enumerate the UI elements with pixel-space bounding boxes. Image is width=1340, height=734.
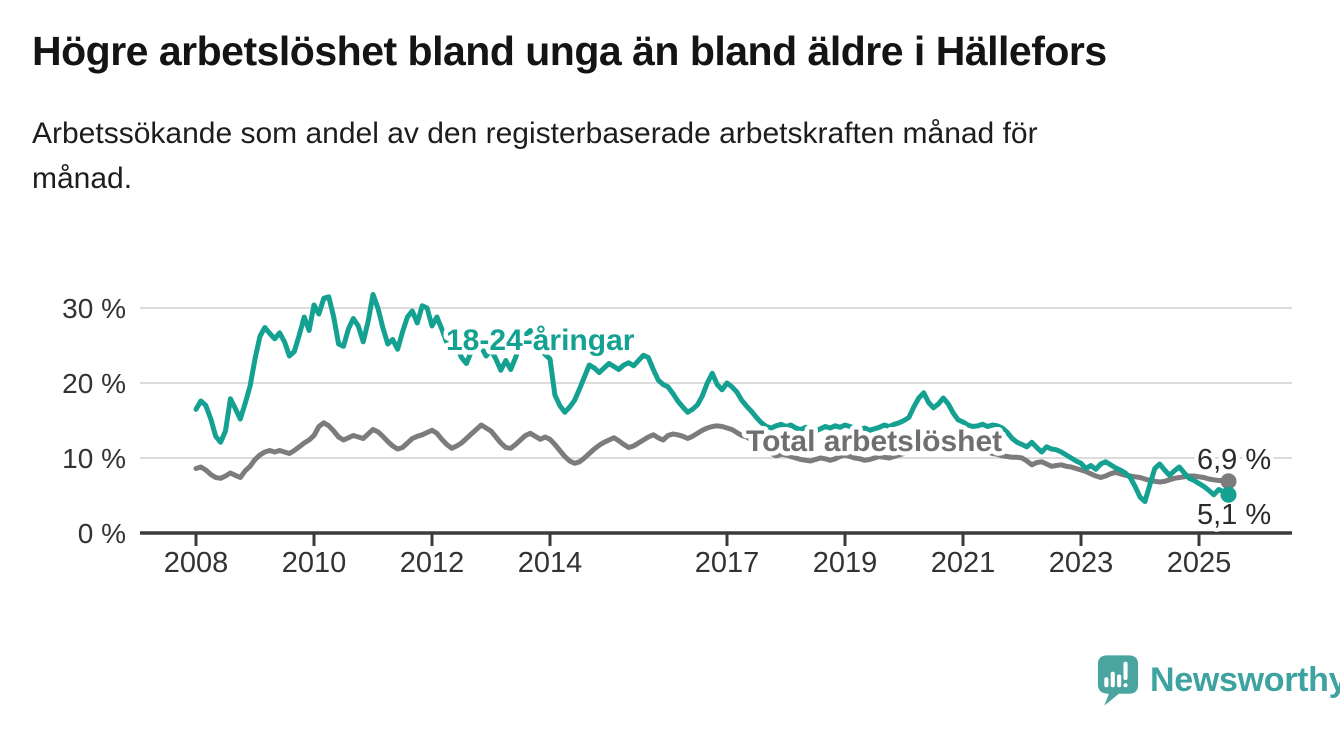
y-tick-label-0: 0 % (78, 518, 126, 549)
chart-header: Högre arbetslöshet bland unga än bland ä… (32, 28, 1322, 201)
series-label-total: Total arbetslöshet (746, 425, 1002, 458)
x-tick-label-2023: 2023 (1049, 547, 1114, 579)
y-tick-label-30: 30 % (62, 293, 126, 324)
x-tick-label-2021: 2021 (931, 547, 996, 579)
x-tick-label-2010: 2010 (282, 547, 347, 579)
series-label-youth: 18-24-åringar (446, 324, 635, 357)
logo-bar-3 (1117, 674, 1122, 688)
chart-subtitle: Arbetssökande som andel av den registerb… (32, 111, 1322, 201)
newsworthy-logo-icon (1097, 655, 1139, 706)
x-tick-label-2019: 2019 (813, 547, 878, 579)
chart-subtitle-line-2: månad. (32, 162, 133, 196)
chart-subtitle-line-1: Arbetssökande som andel av den registerb… (32, 117, 1038, 151)
series-end-dot-total (1220, 473, 1237, 490)
series-line-total (193, 420, 1231, 485)
x-tick-label-2008: 2008 (164, 547, 229, 579)
x-tick-label-2025: 2025 (1167, 547, 1232, 579)
x-tick-label-2014: 2014 (518, 547, 583, 579)
newsworthy-wordmark: Newsworthy (1150, 661, 1340, 699)
logo-exclamation-bar (1123, 661, 1128, 680)
series-end-value-label-total: 6,9 % (1197, 444, 1271, 476)
series-line-youth (193, 292, 1231, 504)
series-end-value-label-youth: 5,1 % (1197, 499, 1271, 531)
page-title: Högre arbetslöshet bland unga än bland ä… (32, 28, 1107, 74)
y-tick-label-10: 10 % (62, 443, 126, 474)
series-end-dot-youth (1220, 486, 1237, 503)
x-tick-label-2017: 2017 (695, 547, 760, 579)
y-tick-label-20: 20 % (62, 368, 126, 399)
logo-exclamation-dot (1123, 683, 1128, 688)
newsworthy-brand: Newsworthy (1097, 654, 1340, 706)
x-tick-label-2012: 2012 (400, 547, 465, 579)
logo-bar-2 (1110, 671, 1115, 688)
logo-bar-1 (1104, 677, 1109, 688)
